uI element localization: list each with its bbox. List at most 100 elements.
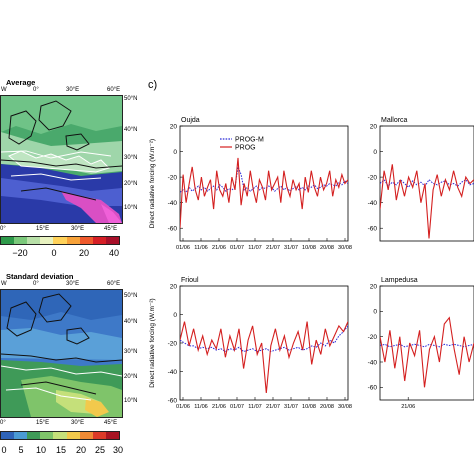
- plot-frame: [379, 285, 474, 401]
- y-tick-label: 20: [170, 123, 178, 130]
- colorbar-tick: 20: [78, 248, 90, 258]
- map-lon-label: 30°E: [66, 87, 80, 93]
- y-tick-label: -20: [368, 334, 378, 341]
- map-lon-label: 0°: [33, 281, 39, 287]
- x-tick-label: 21/07: [266, 245, 280, 251]
- x-tick-label: 21/06: [212, 404, 226, 410]
- y-tick-label: -60: [168, 397, 178, 404]
- y-tick-label: -40: [368, 359, 378, 366]
- x-tick-label: 11/06: [194, 404, 208, 410]
- x-tick-label: 11/07: [248, 404, 262, 410]
- chart-title: Mallorca: [381, 117, 408, 124]
- colorbar-tick: 25: [94, 445, 106, 455]
- x-tick-label: 01/07: [230, 404, 244, 410]
- y-tick-label: -60: [368, 226, 378, 233]
- map-lat-label: 30°N: [124, 155, 138, 161]
- x-tick-label: 20/08: [320, 245, 334, 251]
- map-lat-label: 40°N: [124, 127, 138, 133]
- x-tick-label: 20/08: [320, 404, 334, 410]
- map-lat-label: 50°N: [124, 293, 138, 299]
- x-tick-label: 31/07: [284, 245, 298, 251]
- map-lat-label: 10°N: [124, 398, 138, 404]
- x-tick-label: 01/06: [176, 404, 190, 410]
- map-lon-label: W: [1, 281, 7, 287]
- colorbar-tick: 30: [112, 445, 124, 455]
- x-tick-label: 01/06: [176, 245, 190, 251]
- map-lat-label: 10°N: [124, 205, 138, 211]
- y-tick-label: 0: [173, 149, 177, 156]
- x-tick-label: 21/06: [401, 404, 415, 410]
- colorbar-standard-deviation: [0, 431, 120, 440]
- map-title-average: Average: [6, 78, 36, 87]
- y-tick-label: 0: [373, 309, 377, 316]
- panel-letter: c): [148, 79, 158, 91]
- plot-frame: [179, 125, 349, 242]
- y-tick-label: -20: [168, 174, 178, 181]
- x-tick-label: 10/08: [302, 245, 316, 251]
- map-lon-label: 45°E: [104, 420, 118, 426]
- x-tick-label: 30/08: [338, 245, 352, 251]
- map-lon-label: 45°E: [104, 226, 118, 232]
- colorbar-tick: −20: [12, 248, 28, 258]
- colorbar-average: [0, 236, 120, 245]
- map-lon-label: 60°E: [107, 87, 121, 93]
- x-tick-label: 30/08: [338, 404, 352, 410]
- y-tick-label: -40: [168, 200, 178, 207]
- series-line-prog-m: [180, 325, 348, 353]
- y-axis-label: Direct radiative forcing (W.m⁻²): [149, 139, 156, 228]
- chart-title: Oujda: [181, 117, 200, 124]
- x-tick-label: 31/07: [284, 404, 298, 410]
- series-line-prog: [380, 316, 474, 388]
- colorbar-tick: 40: [108, 248, 120, 258]
- y-tick-label: -20: [168, 340, 178, 347]
- chart-title: Lampedusa: [381, 277, 418, 284]
- series-line-prog-m: [380, 343, 474, 348]
- series-line-prog: [180, 321, 348, 393]
- map-image-standard-deviation: [0, 289, 123, 418]
- x-tick-label: 11/06: [194, 245, 208, 251]
- map-lon-label: 0°: [0, 226, 6, 232]
- map-lon-label: 30°E: [71, 420, 85, 426]
- map-lon-label: 0°: [0, 420, 6, 426]
- map-lon-label: 15°E: [36, 420, 50, 426]
- map-lon-label: 0°: [33, 87, 39, 93]
- x-tick-label: 21/07: [266, 404, 280, 410]
- legend-label: PROG-M: [235, 137, 264, 144]
- map-lon-label: 30°E: [71, 226, 85, 232]
- y-tick-label: -60: [168, 226, 178, 233]
- chart-title: Frioul: [181, 277, 199, 284]
- y-tick-label: 0: [373, 149, 377, 156]
- series-line-prog-m: [380, 178, 474, 189]
- series-line-prog-m: [180, 164, 348, 194]
- y-tick-label: 20: [370, 283, 378, 290]
- map-lat-label: 30°N: [124, 349, 138, 355]
- series-line-prog: [380, 164, 474, 239]
- map-title-standard-deviation: Standard deviation: [6, 272, 74, 281]
- map-lat-label: 20°N: [124, 181, 138, 187]
- y-tick-label: 20: [170, 283, 178, 290]
- map-lat-label: 40°N: [124, 319, 138, 325]
- y-tick-label: -60: [368, 385, 378, 392]
- y-tick-label: -40: [168, 369, 178, 376]
- colorbar-tick: 20: [75, 445, 87, 455]
- series-line-prog: [180, 157, 348, 229]
- y-tick-label: -40: [368, 200, 378, 207]
- colorbar-tick: 10: [35, 445, 47, 455]
- x-tick-label: 10/08: [302, 404, 316, 410]
- map-lat-label: 20°N: [124, 374, 138, 380]
- colorbar-tick: 5: [18, 445, 24, 455]
- map-lon-label: W: [1, 87, 7, 93]
- map-lon-label: 60°E: [107, 281, 121, 287]
- map-image-average: [0, 95, 123, 224]
- legend-label: PROG: [235, 145, 256, 152]
- colorbar-tick: 0: [1, 445, 7, 455]
- colorbar-tick: 0: [51, 248, 57, 258]
- y-tick-label: 20: [370, 123, 378, 130]
- map-lon-label: 15°E: [36, 226, 50, 232]
- y-tick-label: 0: [173, 312, 177, 319]
- colorbar-tick: 15: [55, 445, 67, 455]
- map-lon-label: 30°E: [66, 281, 80, 287]
- x-tick-label: 21/06: [212, 245, 226, 251]
- x-tick-label: 11/07: [248, 245, 262, 251]
